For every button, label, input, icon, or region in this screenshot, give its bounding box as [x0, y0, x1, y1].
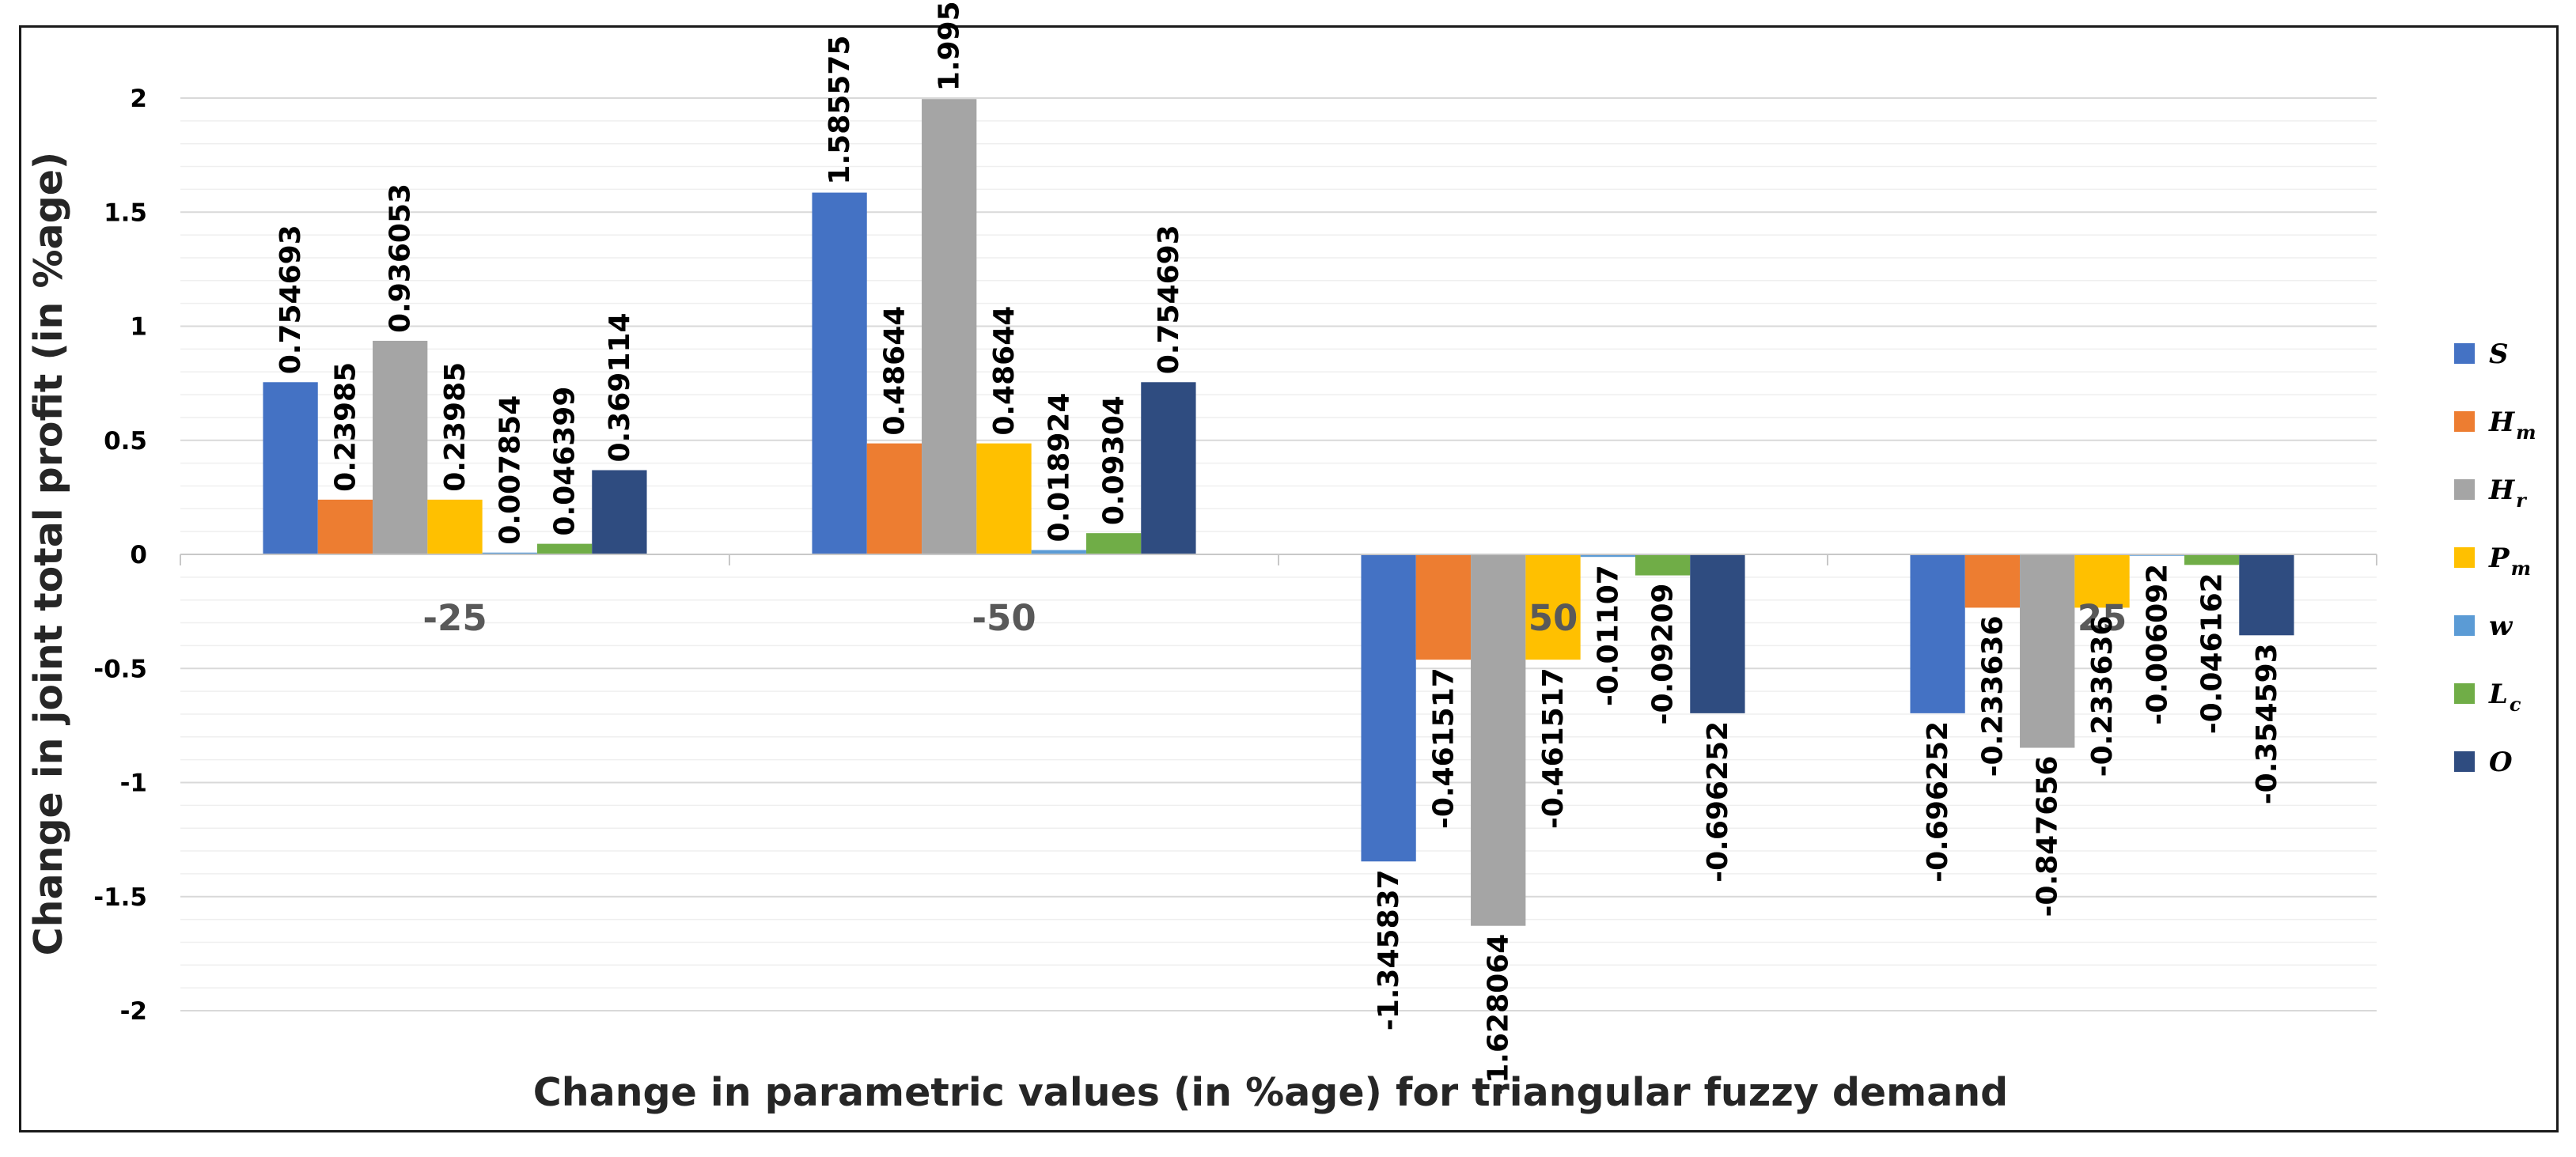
data-label: 1.995806 — [934, 0, 966, 91]
data-label: -0.09209 — [1647, 584, 1680, 725]
legend-swatch-o — [2454, 751, 2475, 772]
bar-w--50 — [1031, 550, 1086, 554]
y-tick-label: -0.5 — [93, 655, 147, 683]
data-labels: 0.754693 0.23985 0.936053 0.23985 0.007854 0.… — [275, 0, 2283, 1095]
legend-label-o: O — [2489, 747, 2513, 778]
data-label: 0.369114 — [604, 312, 636, 462]
bar-w-50 — [1580, 554, 1635, 558]
data-label: 0.018924 — [1043, 393, 1075, 543]
bar-w--25 — [482, 552, 537, 554]
y-tick-label: -1 — [120, 769, 147, 798]
bar-hr-25 — [2020, 554, 2075, 748]
data-label: -0.461517 — [1427, 667, 1460, 829]
legend-swatch-lc — [2454, 683, 2475, 704]
bar-lc-25 — [2184, 554, 2240, 565]
data-label: 0.48644 — [988, 306, 1021, 436]
bar-s-25 — [1910, 554, 1965, 713]
bar-hm--25 — [317, 499, 373, 554]
bar-hm-25 — [1964, 554, 2021, 608]
x-axis-title: Change in parametric values (in %age) fo… — [533, 1070, 2008, 1115]
bar-hm--50 — [866, 443, 922, 554]
gridlines — [180, 97, 2377, 1011]
bar-o--25 — [592, 470, 647, 554]
data-label: 0.007854 — [494, 395, 526, 545]
bar-o-50 — [1690, 554, 1745, 713]
data-label: 0.48644 — [878, 306, 911, 436]
bar-lc--25 — [536, 543, 593, 554]
legend: S Hm Hr Pm w Lc O — [2454, 338, 2536, 778]
x-axis-categories: -25 -50 50 25 — [422, 597, 2127, 639]
bar-hr-50 — [1471, 554, 1526, 926]
y-axis-title: Change in joint total profit (in %age) — [26, 152, 71, 956]
y-tick-label: 1 — [130, 313, 147, 342]
data-label: -0.046162 — [2196, 573, 2229, 734]
bar-hm-50 — [1415, 554, 1472, 660]
y-tick-label: -1.5 — [93, 883, 147, 912]
y-tick-label: 2 — [130, 85, 147, 113]
x-category-label: 25 — [2078, 597, 2127, 639]
legend-label-s: S — [2489, 338, 2509, 370]
data-label: 0.046399 — [549, 387, 581, 536]
data-label: 0.754693 — [1153, 225, 1185, 374]
bar-lc-50 — [1635, 554, 1691, 576]
bar-lc--50 — [1085, 533, 1142, 554]
y-axis-ticks: 2 1.5 1 0.5 0 -0.5 -1 -1.5 -2 — [93, 85, 147, 1026]
data-label: -0.696252 — [1922, 721, 1954, 883]
data-label: 0.754693 — [275, 225, 307, 374]
legend-swatch-w — [2454, 615, 2475, 636]
legend-label-lc: Lc — [2488, 679, 2521, 716]
data-label: -0.233636 — [2086, 615, 2119, 777]
x-category-label: 50 — [1529, 597, 1578, 639]
data-label: -1.345837 — [1373, 869, 1405, 1030]
data-label: 1.585575 — [824, 36, 856, 185]
y-tick-label: 0 — [130, 541, 147, 569]
legend-swatch-hm — [2454, 411, 2475, 432]
bars — [263, 99, 2294, 926]
bar-pm--50 — [976, 443, 1032, 554]
bar-s-50 — [1361, 554, 1416, 862]
data-label: -1.628064 — [1483, 934, 1515, 1095]
bar-s--25 — [263, 382, 318, 554]
bar-o--50 — [1141, 382, 1196, 554]
x-category-label: -50 — [972, 597, 1036, 639]
y-tick-label: -2 — [120, 997, 147, 1026]
y-tick-label: 0.5 — [104, 427, 147, 456]
chart-frame — [19, 25, 2559, 1132]
data-label: 0.09304 — [1098, 395, 1131, 525]
bar-pm-50 — [1525, 554, 1581, 660]
y-tick-label: 1.5 — [104, 199, 147, 227]
data-label: -0.461517 — [1537, 667, 1570, 829]
x-category-label: -25 — [422, 597, 487, 639]
data-label: 0.23985 — [329, 362, 362, 492]
data-label: 0.23985 — [439, 362, 472, 492]
data-label: -0.847656 — [2032, 756, 2064, 917]
legend-label-w: w — [2489, 611, 2513, 642]
bar-s--50 — [812, 192, 867, 554]
legend-label-pm: Pm — [2488, 543, 2531, 580]
data-label: -0.01107 — [1592, 565, 1624, 706]
legend-label-hm: Hm — [2488, 406, 2536, 444]
data-label: -0.696252 — [1702, 721, 1734, 883]
bar-pm-25 — [2074, 554, 2130, 608]
bar-hr--50 — [922, 99, 977, 555]
legend-label-hr: Hr — [2488, 475, 2528, 512]
legend-swatch-pm — [2454, 547, 2475, 568]
bar-o-25 — [2239, 554, 2294, 636]
bar-hr--25 — [373, 340, 428, 554]
bar-pm--25 — [427, 499, 483, 554]
legend-swatch-s — [2454, 343, 2475, 364]
data-label: -0.233636 — [1976, 615, 2009, 777]
data-label: -0.354593 — [2251, 643, 2283, 804]
data-label: -0.006092 — [2141, 564, 2173, 725]
legend-swatch-hr — [2454, 479, 2475, 500]
data-label: 0.936053 — [385, 183, 417, 333]
